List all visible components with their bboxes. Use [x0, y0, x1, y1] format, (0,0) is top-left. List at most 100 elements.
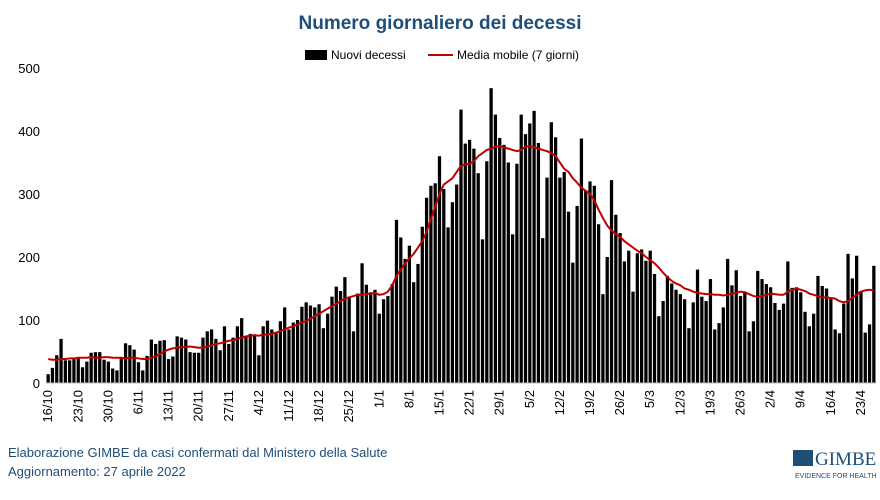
bar — [93, 352, 98, 383]
bar — [523, 134, 528, 383]
bar — [829, 298, 833, 383]
bar — [373, 289, 377, 383]
bar — [261, 326, 265, 383]
bar — [283, 307, 287, 383]
bar — [566, 211, 571, 383]
bar — [833, 329, 837, 383]
bar — [627, 250, 631, 383]
bar — [489, 88, 493, 383]
bar — [321, 328, 326, 383]
x-tick-label: 26/3 — [733, 390, 748, 415]
bar — [480, 239, 485, 383]
bar — [644, 260, 648, 383]
bar — [68, 360, 72, 383]
x-tick-label: 30/10 — [100, 390, 115, 423]
bar — [872, 265, 876, 383]
bar — [149, 339, 153, 383]
bar — [704, 301, 708, 383]
bar — [837, 333, 842, 383]
bar — [515, 163, 519, 383]
bar — [562, 171, 566, 383]
bar — [446, 227, 450, 383]
bar — [803, 311, 807, 383]
bar — [420, 226, 424, 383]
x-tick-label: 13/11 — [161, 390, 176, 422]
bar — [76, 357, 80, 383]
bar — [304, 302, 308, 383]
bar — [209, 329, 214, 383]
bar — [730, 285, 734, 383]
x-tick-label: 15/1 — [431, 390, 446, 415]
bar — [670, 283, 674, 383]
bar — [678, 294, 682, 383]
x-tick-label: 19/3 — [702, 390, 717, 415]
bar — [764, 284, 768, 383]
bar — [214, 338, 218, 383]
bar — [407, 245, 412, 383]
x-tick-label: 6/11 — [130, 390, 145, 414]
x-tick-label: 23/4 — [853, 390, 868, 415]
x-tick-label: 2/4 — [763, 390, 778, 408]
bar — [584, 190, 588, 383]
bar — [412, 282, 416, 383]
bar — [102, 359, 106, 383]
bar — [609, 180, 614, 383]
x-tick-label: 25/12 — [341, 390, 356, 423]
legend-swatch — [305, 50, 327, 60]
bar — [317, 304, 321, 383]
bar — [579, 138, 584, 383]
bar — [549, 122, 553, 384]
bar — [132, 349, 136, 383]
bar — [450, 202, 455, 383]
bar — [506, 162, 510, 383]
bar — [756, 270, 760, 383]
bar — [300, 306, 304, 383]
x-tick-label: 29/1 — [492, 390, 507, 415]
bar — [162, 340, 166, 383]
bar — [123, 343, 128, 383]
bar — [179, 337, 184, 383]
bar — [308, 305, 313, 383]
bar — [248, 333, 252, 383]
bar — [639, 249, 644, 383]
bar — [467, 139, 472, 383]
bar — [700, 296, 704, 383]
bar — [343, 277, 347, 383]
bar — [528, 123, 532, 383]
y-tick-label: 200 — [18, 250, 40, 265]
bar — [695, 269, 700, 383]
bar — [485, 161, 489, 383]
bar — [553, 137, 558, 383]
bar — [657, 316, 661, 383]
bar — [184, 339, 188, 383]
bar — [364, 284, 369, 383]
bar — [498, 137, 502, 383]
bar — [648, 250, 652, 383]
bar — [769, 287, 773, 383]
bar — [326, 313, 330, 383]
bar — [682, 299, 687, 383]
bar — [812, 313, 816, 383]
bar — [842, 303, 846, 383]
bar — [377, 313, 381, 383]
bar — [59, 338, 63, 383]
bar — [455, 184, 459, 383]
bar — [330, 296, 334, 383]
bar — [429, 185, 433, 383]
bar — [356, 293, 360, 383]
bar — [257, 355, 261, 383]
bar — [98, 352, 102, 383]
bar — [442, 188, 446, 383]
bar — [472, 148, 476, 383]
bar — [171, 356, 175, 383]
bar — [502, 144, 506, 383]
bar — [192, 352, 197, 383]
x-tick-label: 5/3 — [642, 390, 657, 408]
bar — [360, 263, 364, 383]
x-tick-label: 19/2 — [582, 390, 597, 415]
bar — [459, 109, 463, 383]
x-tick-label: 18/12 — [311, 390, 326, 423]
logo-icon — [793, 450, 813, 466]
bar — [773, 302, 777, 383]
bar — [106, 361, 110, 383]
